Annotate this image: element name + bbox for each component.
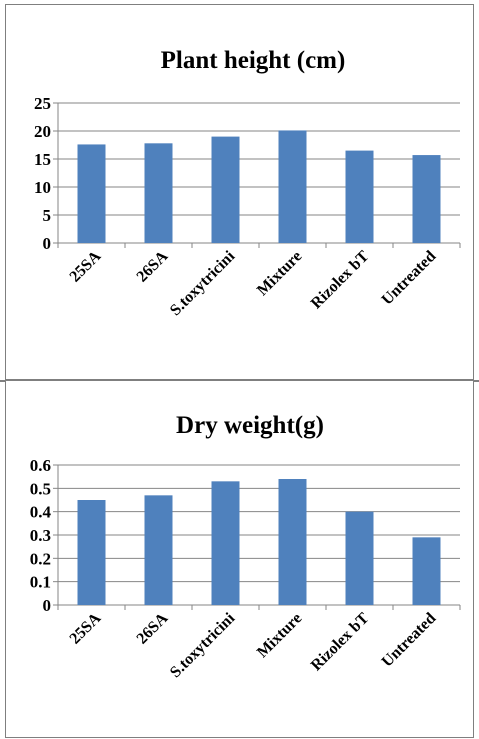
bar-mixture: [278, 130, 307, 243]
y-tick-label: 0.6: [30, 456, 51, 475]
x-category-label: 26SA: [134, 247, 172, 285]
y-tick-label: 20: [34, 122, 51, 141]
bar-25sa: [77, 144, 106, 243]
bar-25sa: [77, 500, 106, 605]
chart-panel-plant-height: Plant height (cm) 0 5 10 15 20 25 25SA 26SA S.tox…: [5, 4, 474, 380]
bar-26sa: [144, 143, 173, 243]
x-category-label: Rizolex bT: [308, 248, 373, 313]
y-tick-label: 0: [43, 234, 52, 253]
y-tick-label: 5: [43, 206, 52, 225]
bar-untreated: [412, 155, 441, 243]
x-category-label: 25SA: [67, 609, 105, 647]
bar-rizolex-bt: [345, 150, 374, 243]
x-category-label: Mixture: [254, 248, 305, 299]
bar-rizolex-bt: [345, 511, 374, 605]
x-category-label: Untreated: [378, 610, 439, 671]
y-tick-label: 15: [34, 150, 51, 169]
chart-plant-height: Plant height (cm) 0 5 10 15 20 25 25SA 26SAS.tox…: [34, 47, 461, 319]
x-category-label: 25SA: [67, 247, 105, 285]
y-tick-label: 0.2: [30, 549, 51, 568]
chart-dry-weight: Dry weight(g) 0 0.1 0.2 0.3 0.4 0.5 0.6 25SA 26SA…: [30, 412, 461, 681]
chart-title: Plant height (cm): [161, 47, 346, 74]
x-category-label: Mixture: [254, 610, 305, 661]
x-category-label: 26SA: [134, 609, 172, 647]
bar-mixture: [278, 479, 307, 605]
x-category-label: S.toxytricini: [167, 609, 239, 681]
y-tick-label: 10: [34, 178, 51, 197]
x-category-label: Rizolex bT: [308, 610, 373, 675]
y-tick-label: 0: [43, 596, 52, 615]
y-tick-label: 0.1: [30, 573, 51, 592]
bar-s-toxytricini: [211, 481, 240, 605]
chart-panel-dry-weight: Dry weight(g) 0 0.1 0.2 0.3 0.4 0.5 0.6 25SA 26SA…: [5, 380, 474, 738]
y-tick-label: 0.3: [30, 526, 51, 545]
y-tick-label: 0.4: [30, 503, 52, 522]
chart-title: Dry weight(g): [176, 412, 324, 439]
bar-s-toxytricini: [211, 136, 240, 243]
bar-untreated: [412, 537, 441, 605]
bar-26sa: [144, 495, 173, 605]
y-tick-label: 25: [34, 94, 51, 113]
x-category-label: S.toxytricini: [167, 247, 239, 319]
y-tick-label: 0.5: [30, 479, 51, 498]
x-category-label: Untreated: [378, 248, 439, 309]
